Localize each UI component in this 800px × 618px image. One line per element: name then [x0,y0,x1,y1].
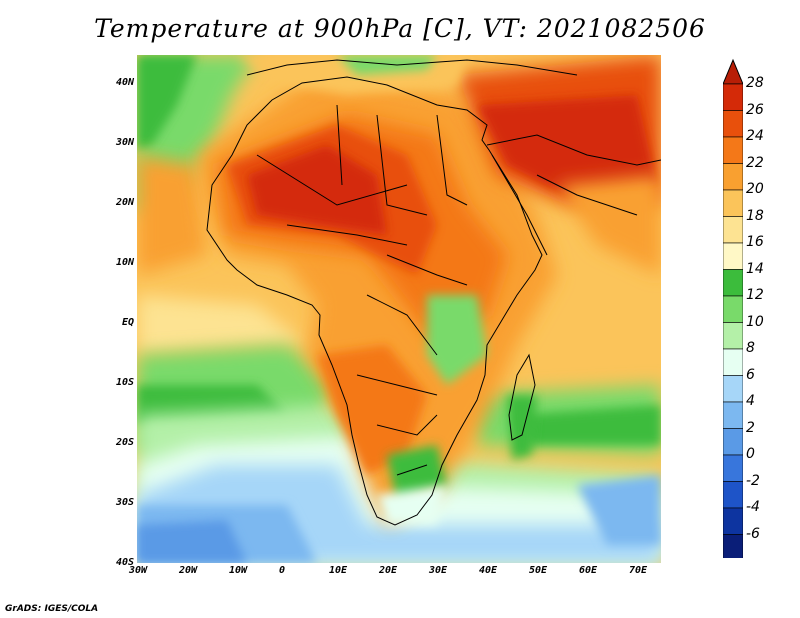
colorbar-segment [722,454,744,482]
temperature-field [137,55,661,563]
colorbar-segment [722,110,744,138]
lon-tick-label: 10E [329,565,348,576]
colorbar-label: 24 [746,128,764,144]
colorbar-segment [722,428,744,456]
colorbar [722,58,744,585]
colorbar-label: 18 [746,207,764,224]
lat-tick-label: 20S [115,437,134,448]
colorbar-segment [722,375,744,403]
lat-tick-label: 30S [115,497,134,508]
colorbar-label: 8 [746,340,755,356]
colorbar-label: 2 [746,419,755,436]
colorbar-segment [722,269,744,297]
colorbar-segment [722,189,744,217]
colorbar-label: 20 [746,181,764,197]
lat-tick-label: 40N [115,77,134,88]
colorbar-segment [722,507,744,535]
colorbar-segment [722,242,744,270]
temperature-map [137,55,661,563]
colorbar-segment [722,216,744,244]
colorbar-label: 6 [746,366,755,383]
colorbar-segment [722,534,744,562]
lat-tick-label: 40S [115,557,134,568]
lon-tick-label: 10W [229,565,248,576]
lon-tick-label: 40E [479,565,498,576]
colorbar-segment [722,163,744,191]
colorbar-label: 28 [746,75,764,91]
coastlines [206,59,661,526]
lat-tick-label: 20N [115,197,134,208]
lat-tick-label: EQ [121,317,134,328]
grads-credit: GrADS: IGES/COLA [5,604,99,614]
colorbar-label: 14 [746,260,764,277]
lat-tick-label: 10N [115,257,134,268]
colorbar-segment [722,401,744,429]
lon-tick-label: 30W [129,565,148,576]
lon-tick-label: 20W [179,565,198,576]
colorbar-label: 22 [746,154,764,171]
colorbar-segment [722,136,744,164]
colorbar-label: -6 [746,525,760,542]
map-title: Temperature at 900hPa [C], VT: 202108250… [94,14,706,43]
lon-tick-label: 50E [529,565,548,576]
lon-tick-label: 20E [379,565,398,576]
lat-tick-label: 10S [115,377,134,388]
colorbar-segment [722,481,744,509]
lat-tick-label: 30N [115,137,134,148]
colorbar-label: 16 [746,234,764,250]
colorbar-label: -2 [746,472,760,489]
colorbar-label: 26 [746,101,764,118]
lon-tick-label: 30E [429,565,448,576]
colorbar-label: 4 [746,393,755,409]
colorbar-segment [722,348,744,376]
colorbar-label: 12 [746,287,764,303]
lon-tick-label: 70E [629,565,648,576]
lon-tick-label: 0 [279,565,286,576]
colorbar-label: -4 [746,499,760,515]
colorbar-segment [722,83,744,111]
colorbar-label: 0 [746,446,755,462]
colorbar-segment [722,322,744,350]
colorbar-segment [722,295,744,323]
lon-tick-label: 60E [579,565,598,576]
colorbar-top-cap [722,58,744,85]
colorbar-label: 10 [746,313,764,330]
